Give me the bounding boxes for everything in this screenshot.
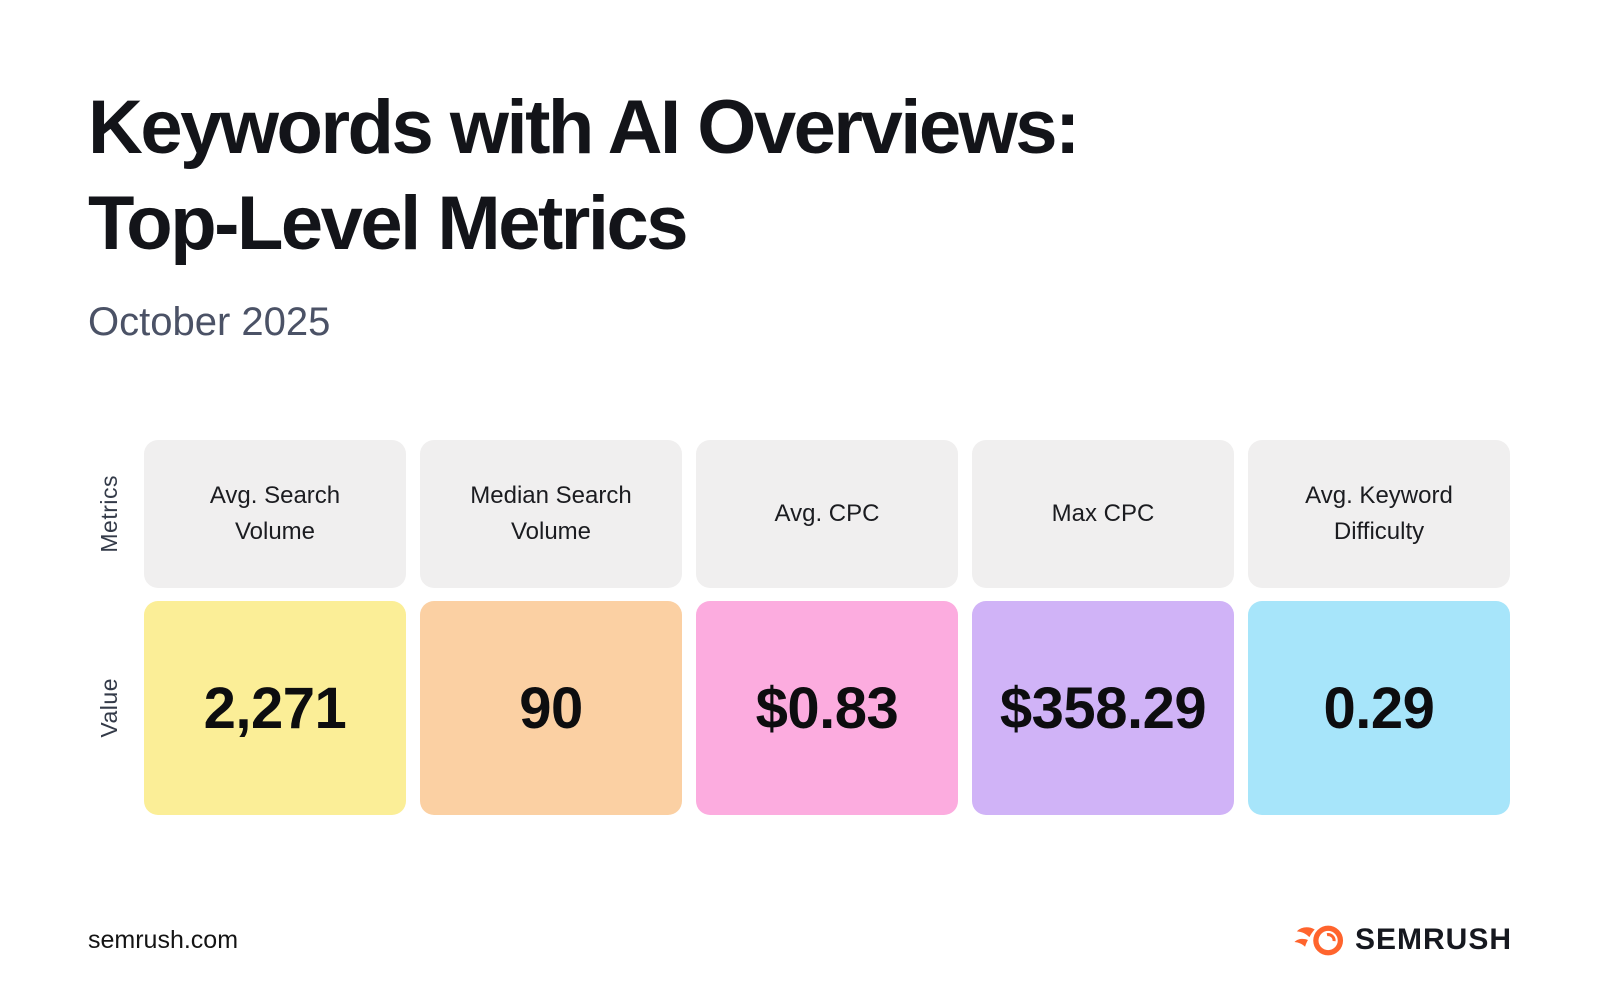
value-cell-median-search-volume: 90 [420, 601, 682, 815]
metrics-table: Metrics Avg. Search Volume Median Search… [88, 440, 1510, 815]
value-cell-avg-cpc: $0.83 [696, 601, 958, 815]
header-cell-median-search-volume: Median Search Volume [420, 440, 682, 588]
value-cell-max-cpc: $358.29 [972, 601, 1234, 815]
page-subtitle: October 2025 [88, 300, 331, 344]
header-cell-avg-cpc: Avg. CPC [696, 440, 958, 588]
page-title: Keywords with AI Overviews: Top-Level Me… [88, 80, 1080, 272]
value-cell-avg-keyword-difficulty: 0.29 [1248, 601, 1510, 815]
semrush-brand-text: SEMRUSH [1354, 923, 1512, 956]
row-label-value: Value [95, 678, 122, 738]
page-title-line1: Keywords with AI Overviews: [88, 85, 1080, 170]
page-title-line2: Top-Level Metrics [88, 181, 689, 266]
value-cell-avg-search-volume: 2,271 [144, 601, 406, 815]
footer-website: semrush.com [88, 925, 239, 954]
semrush-flame-icon [1294, 925, 1344, 956]
header-cell-max-cpc: Max CPC [972, 440, 1234, 588]
semrush-logo: SEMRUSH [1294, 920, 1512, 960]
header-cell-avg-keyword-difficulty: Avg. Keyword Difficulty [1248, 440, 1510, 588]
row-label-metrics: Metrics [95, 475, 122, 553]
header-cell-avg-search-volume: Avg. Search Volume [144, 440, 406, 588]
